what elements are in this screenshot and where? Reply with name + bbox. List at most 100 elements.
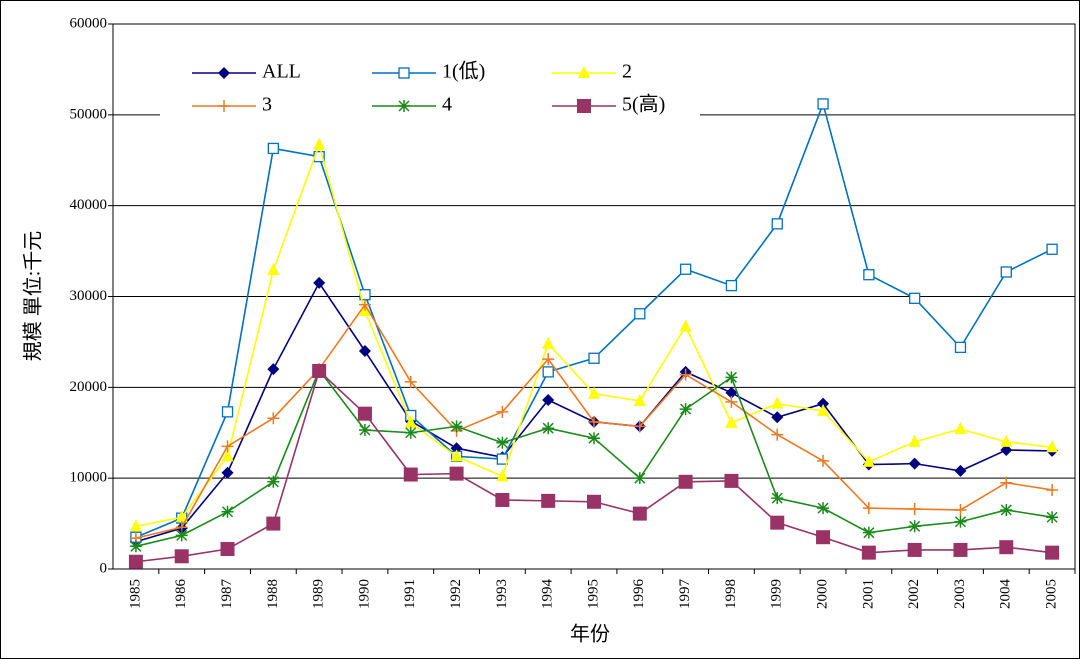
marker	[908, 520, 921, 533]
marker	[771, 492, 784, 505]
marker	[587, 494, 601, 509]
y-tick-label: 30000	[70, 288, 108, 304]
marker	[771, 411, 784, 424]
marker	[771, 428, 784, 441]
marker	[633, 472, 646, 485]
marker	[861, 545, 876, 560]
marker	[1000, 434, 1013, 447]
marker	[398, 67, 410, 79]
y-tick-label: 60000	[70, 15, 108, 31]
marker	[817, 403, 830, 416]
marker	[954, 503, 967, 516]
marker	[862, 502, 875, 515]
y-tick-label: 20000	[70, 379, 108, 395]
x-tick-label: 2001	[860, 579, 876, 609]
marker	[725, 371, 738, 384]
marker	[221, 466, 234, 479]
marker	[725, 279, 738, 292]
marker	[404, 415, 417, 428]
marker	[218, 100, 230, 112]
marker	[221, 406, 234, 418]
marker	[1046, 440, 1059, 453]
marker	[725, 386, 738, 399]
marker	[907, 542, 922, 557]
plot-frame	[112, 23, 1076, 570]
marker	[450, 449, 463, 462]
marker	[679, 368, 692, 381]
marker	[542, 422, 555, 435]
x-tick-label: 1994	[540, 579, 556, 610]
marker	[496, 469, 509, 482]
marker	[542, 336, 555, 349]
marker	[221, 505, 234, 518]
x-tick-label: 1986	[173, 579, 189, 610]
marker	[174, 549, 189, 564]
x-tick-label: 1990	[356, 579, 372, 609]
marker	[542, 366, 554, 378]
marker	[1046, 483, 1059, 496]
marker	[909, 292, 921, 304]
marker	[633, 420, 646, 433]
marker	[588, 386, 600, 399]
marker	[953, 542, 968, 557]
marker	[679, 403, 692, 416]
legend-label: 3	[262, 94, 272, 116]
legend-box	[160, 58, 700, 122]
x-tick-label: 1992	[448, 579, 464, 609]
marker	[404, 426, 417, 439]
x-tick-label: 2000	[814, 579, 830, 609]
marker	[633, 393, 646, 406]
marker	[908, 503, 921, 516]
marker	[358, 424, 371, 437]
x-tick-label: 1996	[631, 579, 647, 610]
marker	[175, 510, 188, 523]
marker	[541, 493, 556, 508]
marker	[266, 516, 281, 531]
x-axis-label: 年份	[570, 623, 610, 646]
marker	[863, 269, 875, 281]
marker	[267, 475, 280, 488]
x-tick-label: 1995	[585, 579, 601, 609]
legend-label: 4	[442, 94, 452, 116]
marker	[404, 375, 417, 388]
marker	[496, 405, 509, 418]
marker	[496, 453, 509, 465]
marker	[403, 467, 418, 482]
marker	[588, 415, 600, 428]
marker	[496, 436, 509, 449]
marker	[725, 415, 738, 428]
marker	[999, 540, 1014, 555]
marker	[267, 263, 280, 276]
x-tick-label: 1999	[769, 579, 785, 609]
marker	[954, 515, 967, 528]
marker	[816, 530, 831, 545]
marker	[588, 432, 600, 445]
marker	[588, 352, 600, 364]
marker	[313, 137, 326, 150]
marker	[129, 519, 142, 532]
legend-label: 2	[622, 61, 632, 83]
marker	[449, 466, 464, 481]
marker	[267, 412, 280, 425]
marker	[398, 100, 410, 112]
marker	[817, 98, 829, 110]
marker	[679, 263, 692, 275]
marker	[450, 420, 463, 433]
x-tick-label: 1985	[127, 579, 143, 609]
y-tick-label: 40000	[70, 197, 108, 213]
marker	[221, 440, 234, 453]
marker	[771, 396, 784, 409]
marker	[725, 395, 738, 408]
marker	[578, 66, 590, 78]
marker	[1000, 503, 1013, 516]
marker	[632, 506, 647, 521]
marker	[542, 353, 555, 366]
x-tick-label: 1993	[494, 579, 510, 609]
marker	[577, 99, 591, 113]
marker	[1000, 444, 1013, 457]
x-tick-label: 1988	[265, 579, 281, 609]
marker	[1046, 511, 1059, 524]
legend-label: 1(低)	[442, 60, 485, 83]
marker	[724, 473, 739, 488]
